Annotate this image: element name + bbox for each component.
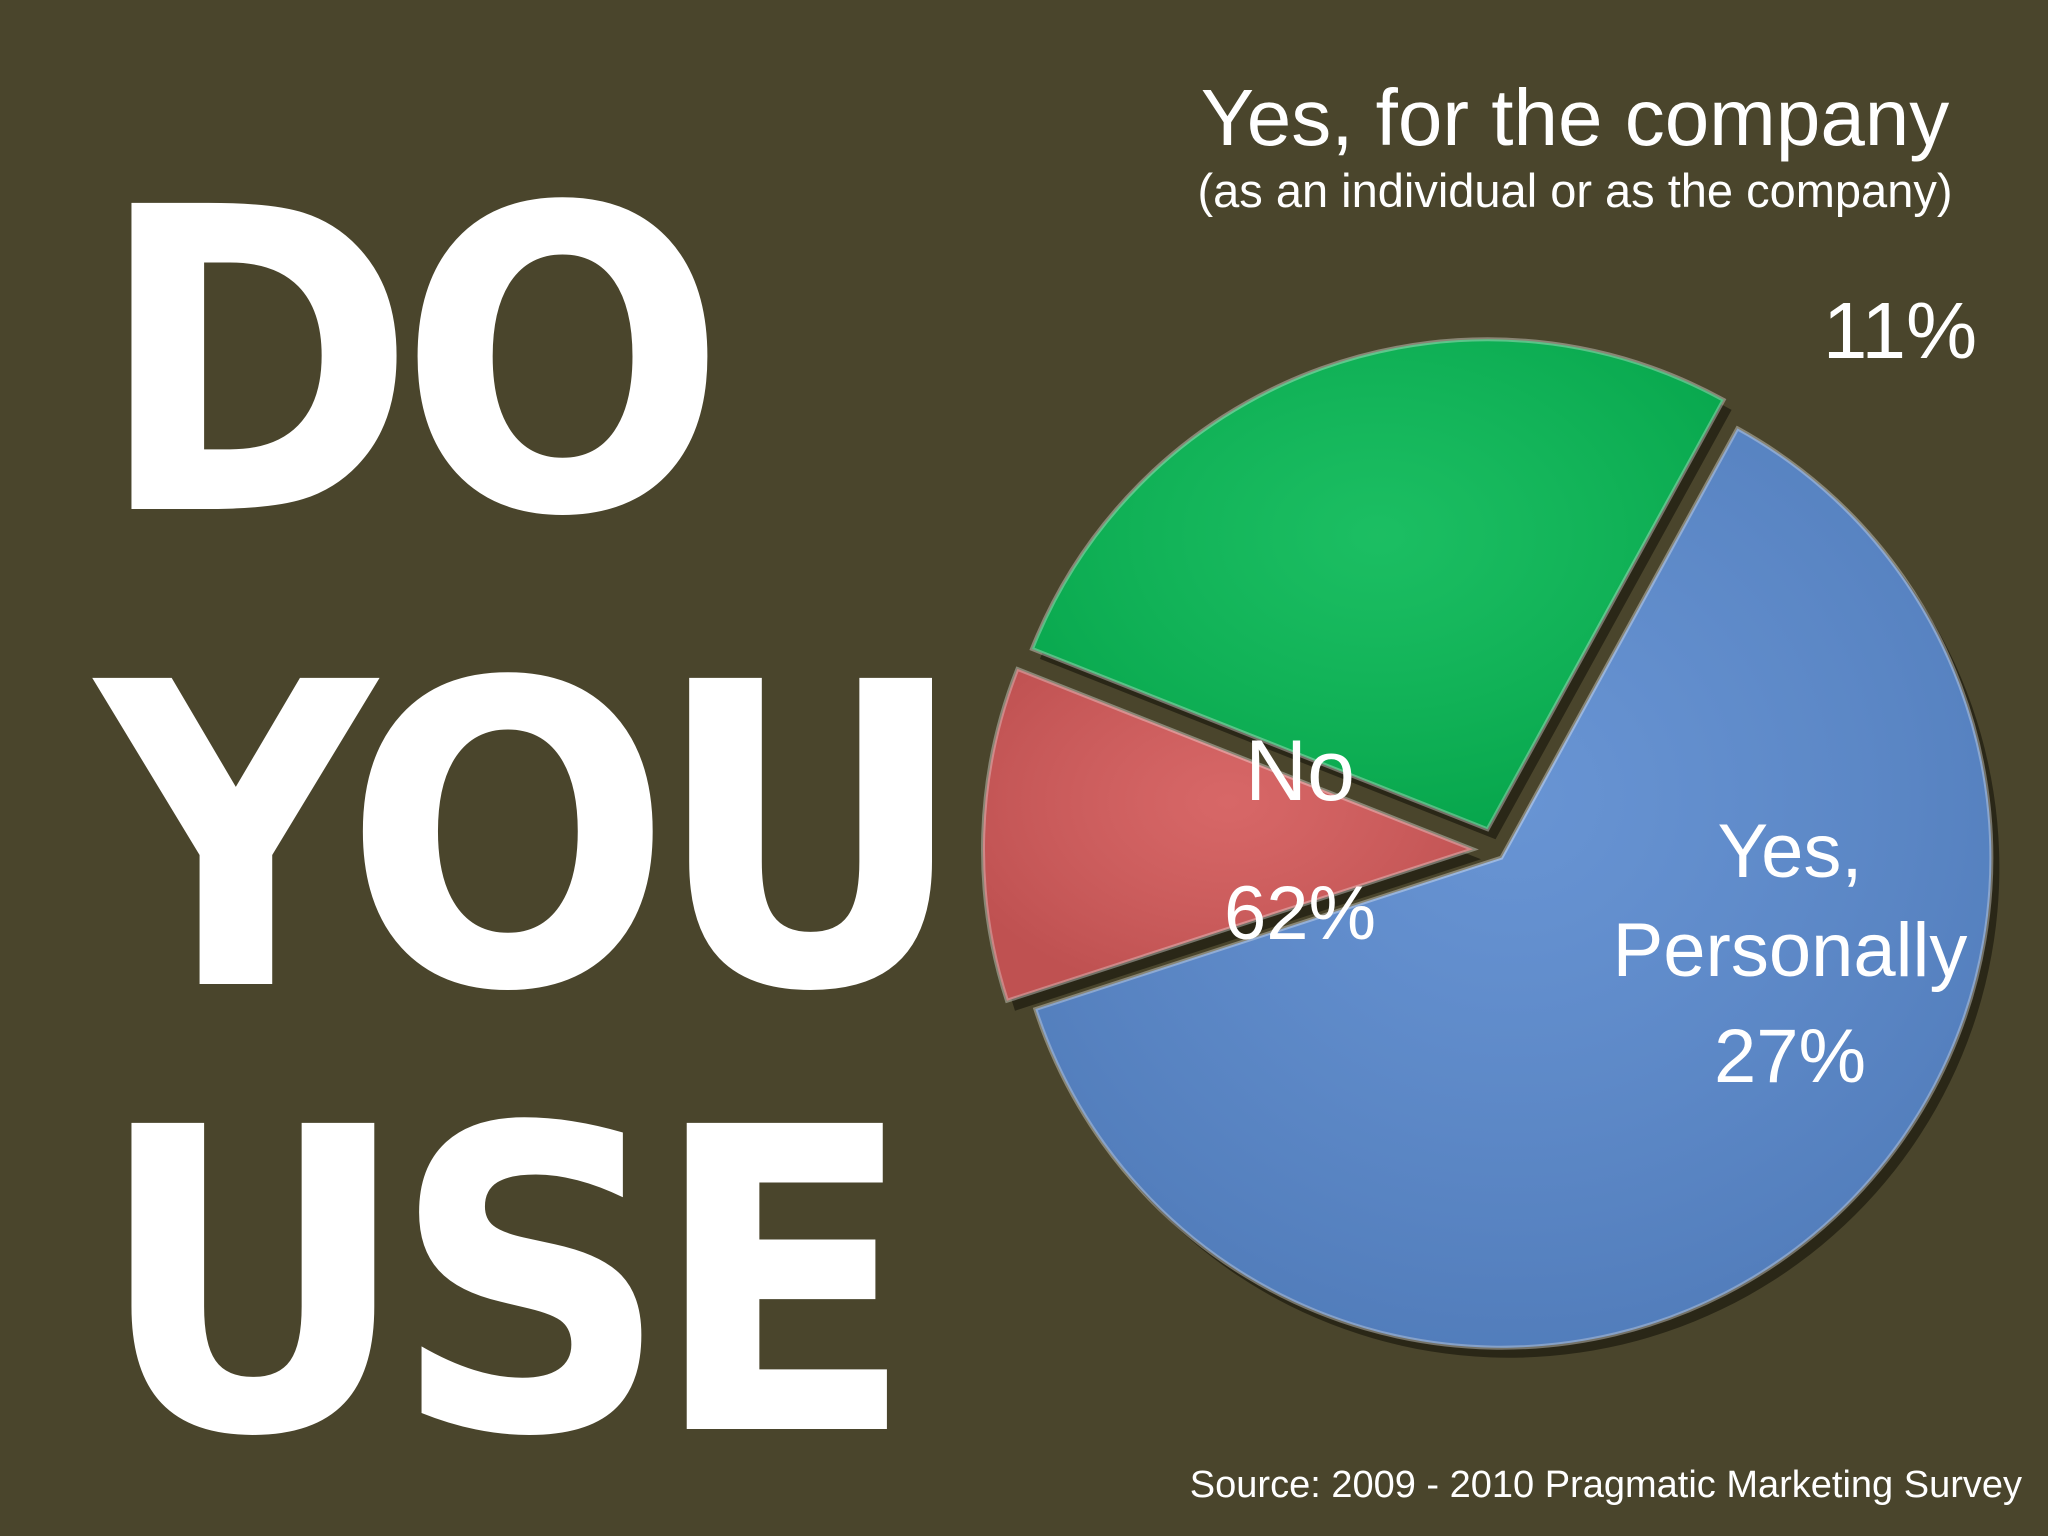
slice-personal-label-line2: Personally xyxy=(1612,908,1968,993)
headline-word-do: DO xyxy=(96,120,727,609)
slice-company-value-label: 11% xyxy=(1822,286,1978,375)
slice-company-label: Yes, for the company xyxy=(1200,73,1950,162)
headline-word-use: USE xyxy=(96,1040,915,1529)
slice-company-sublabel: (as an individual or as the company) xyxy=(1197,164,1953,217)
headline-word-you: YOU xyxy=(96,595,967,1084)
slice-personal-shading xyxy=(1031,339,1724,830)
source-note: Source: 2009 - 2010 Pragmatic Marketing … xyxy=(1189,1464,2022,1506)
slice-personal-label-line1: Yes, xyxy=(1717,809,1863,894)
slice-no-label: No xyxy=(1245,723,1355,819)
slice-no-value-label: 62% xyxy=(1223,871,1377,956)
slice-company-shading xyxy=(983,668,1474,1001)
slice-personal-value-label: 27% xyxy=(1713,1014,1867,1099)
slice-no-shading xyxy=(1035,428,1992,1348)
